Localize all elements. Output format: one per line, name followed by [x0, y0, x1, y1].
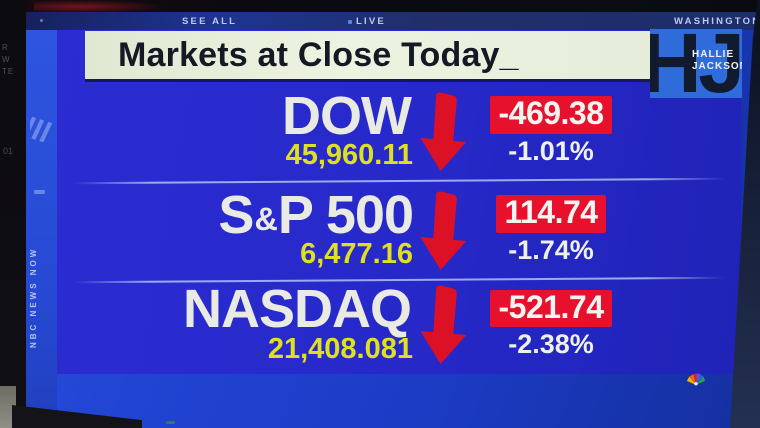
index-name-suffix: P 500	[277, 184, 414, 245]
index-name-text: NASDAQ	[182, 279, 412, 340]
markets-panel: DOW 45,960.11 -469.38 -1.01%	[57, 30, 741, 374]
sp500-name-column: S&P 500 6,477.16	[57, 188, 414, 271]
broadcast-top-bar: SEE ALL LIVE WASHINGTON	[26, 12, 760, 31]
sparkle-icon	[40, 19, 43, 22]
location-label: WASHINGTON	[674, 16, 760, 27]
host-name: HALLIE JACKSON	[692, 49, 742, 73]
left-rail: NBC NEWS NOW	[26, 30, 57, 428]
nasdaq-change-column: -521.74 -2.38%	[473, 289, 629, 361]
hallie-jackson-branding: H J HALLIE JACKSON	[650, 29, 742, 98]
dow-name-column: DOW 45,960.11	[57, 89, 413, 172]
index-name: NASDAQ	[183, 282, 413, 336]
rail-dash-icon	[34, 190, 45, 194]
change-percent: -1.01%	[508, 135, 594, 166]
monogram-h: H	[650, 29, 702, 98]
down-arrow-icon	[413, 285, 473, 365]
market-row-nasdaq: NASDAQ 21,408.081 -521.74 -2.38%	[57, 281, 741, 369]
graphic-background: NBC NEWS NOW DOW 45,960.11	[26, 29, 760, 428]
title-banner: Markets at Close Today_	[85, 31, 659, 82]
background-number-fragment: 01	[3, 146, 14, 156]
markets-rows: DOW 45,960.11 -469.38 -1.01%	[57, 83, 741, 369]
nbc-news-now-slash-icon	[30, 116, 53, 143]
sp500-change-column: 114.74 -1.74%	[473, 195, 629, 266]
market-row-dow: DOW 45,960.11 -469.38 -1.01%	[57, 83, 741, 180]
down-arrow-icon	[413, 91, 473, 172]
index-name: S&P 500	[218, 188, 414, 242]
index-name: DOW	[282, 89, 413, 143]
page-title: Markets at Close Today_	[118, 35, 519, 74]
down-arrow-icon	[413, 190, 473, 271]
dow-change-column: -469.38 -1.01%	[473, 96, 629, 167]
host-first-name: HALLIE	[692, 49, 735, 60]
live-dot-icon	[348, 20, 352, 24]
market-row-sp500: S&P 500 6,477.16 114.74 -1.74%	[57, 182, 741, 279]
monogram-j: J	[698, 29, 742, 98]
index-close-value: 45,960.11	[285, 139, 413, 172]
change-badge: 114.74	[496, 195, 606, 233]
ampersand: &	[254, 200, 277, 237]
background-red-glow	[34, 0, 164, 12]
top-dark-strip	[26, 0, 760, 12]
host-last-name: JACKSON	[692, 61, 742, 72]
offscreen-left-edge: R W TE 01	[0, 0, 26, 428]
tv-screen: SEE ALL LIVE WASHINGTON NBC NEWS NOW	[26, 0, 760, 428]
change-percent: -1.74%	[508, 234, 594, 265]
index-name-text: DOW	[282, 85, 412, 146]
index-close-value: 21,408.081	[267, 332, 413, 365]
nbc-peacock-icon	[686, 373, 706, 386]
network-name-vertical: NBC NEWS NOW	[29, 246, 38, 348]
see-all-label: SEE ALL	[182, 16, 238, 27]
index-name-text: S	[218, 184, 254, 245]
background-green-mark	[166, 421, 175, 424]
change-percent: -2.38%	[508, 329, 594, 360]
live-badge: LIVE	[356, 16, 386, 27]
index-close-value: 6,477.16	[300, 238, 413, 271]
change-badge: -521.74	[490, 289, 612, 328]
change-badge: -469.38	[490, 96, 612, 134]
nasdaq-name-column: NASDAQ 21,408.081	[57, 282, 413, 365]
background-text-fragments: R W TE	[2, 43, 15, 76]
